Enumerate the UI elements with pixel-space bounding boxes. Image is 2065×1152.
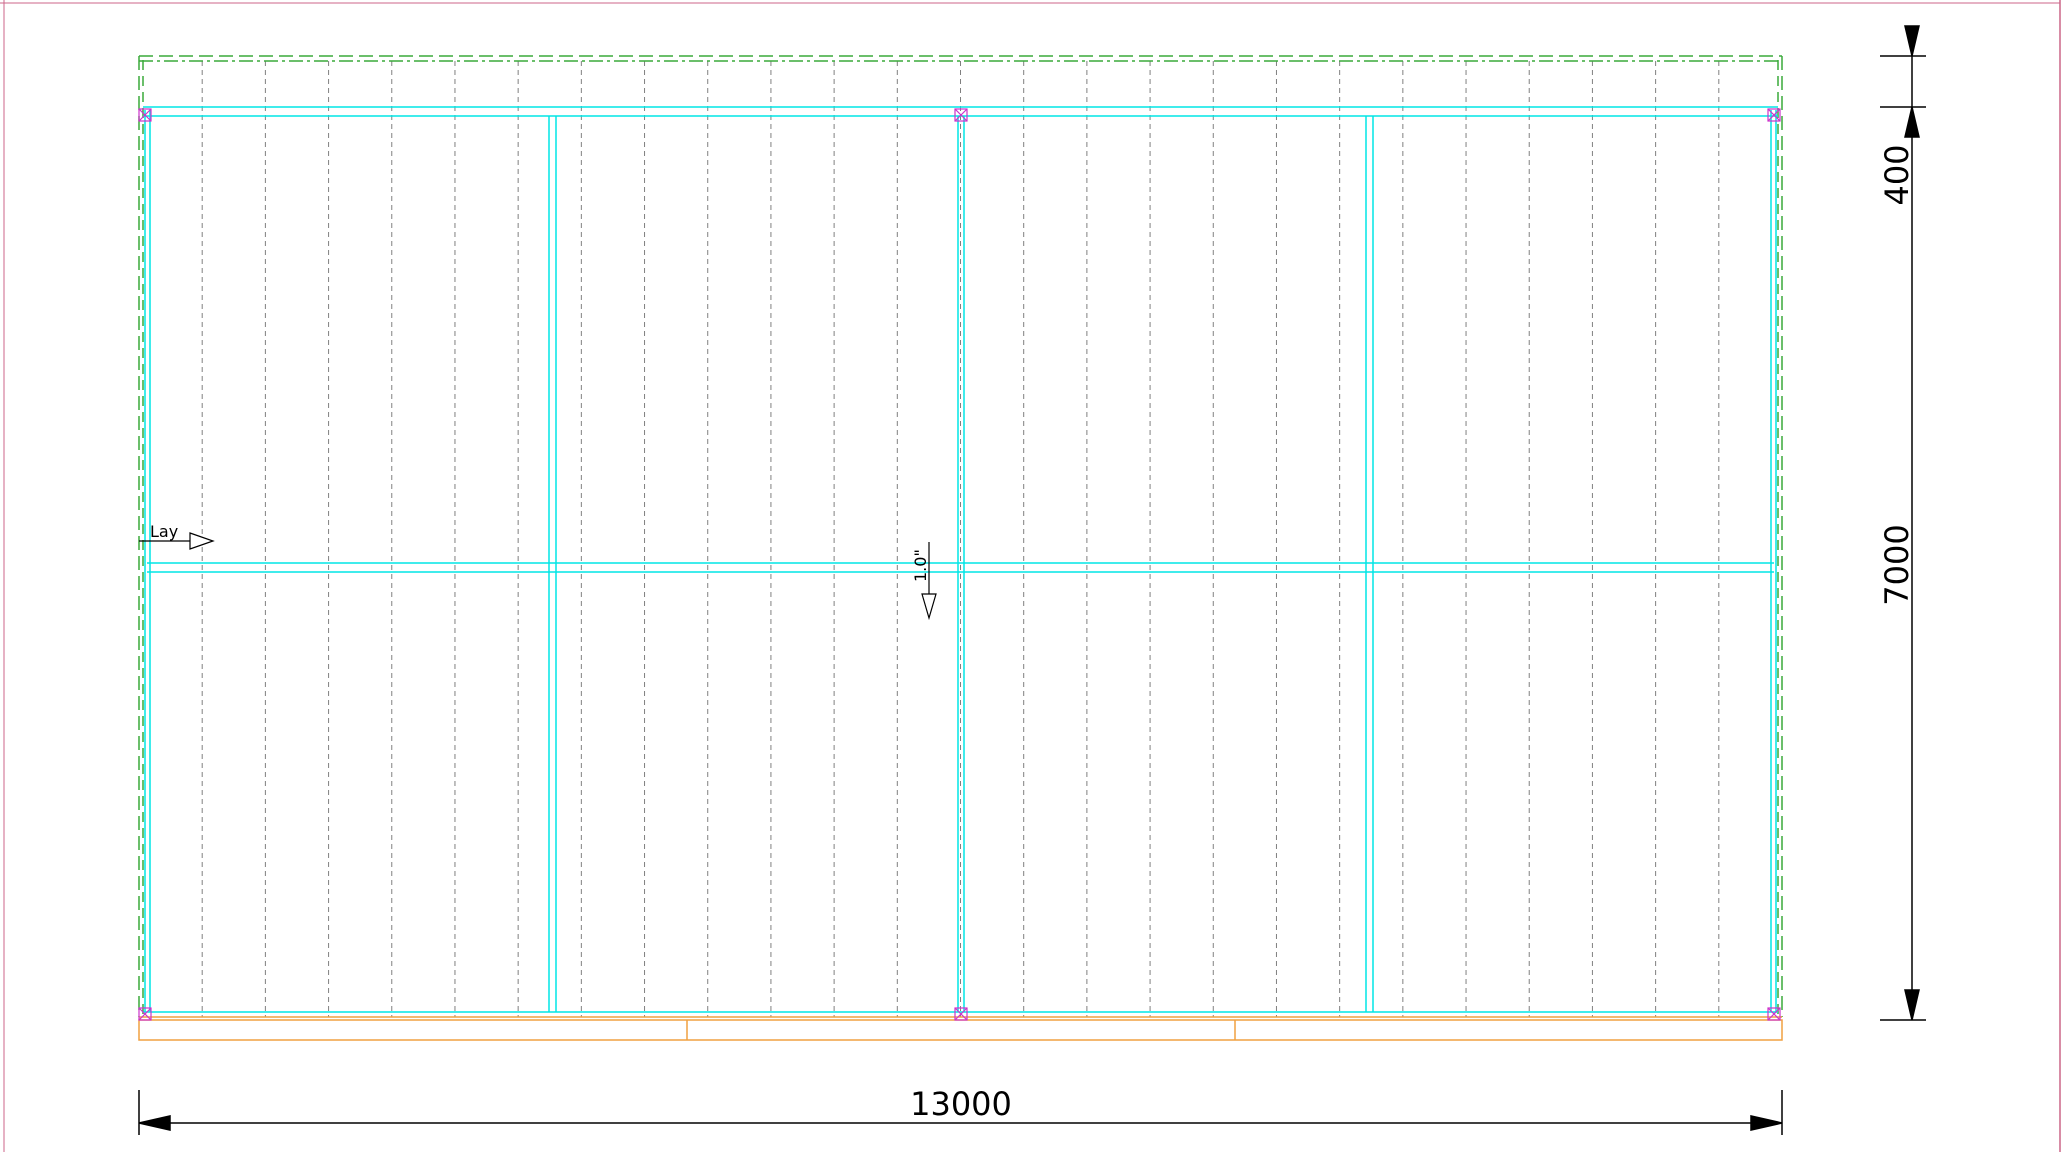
fixing-cross-icon [954,1007,968,1021]
dimension-arrowhead-icon [1904,989,1920,1021]
roof-outline [138,55,1783,1017]
lay-arrow-head [189,532,215,550]
dimension-arrowhead-icon [1904,25,1920,57]
pitch-label: 1.0" [911,549,930,582]
fixing-cross-icon [954,108,968,122]
lay-direction-arrow-icon [139,532,215,550]
pitch-arrow-head [921,593,937,621]
fixing-cross-icon [138,1007,152,1021]
dimension-arrowhead-icon [138,1115,171,1131]
fixings [138,108,1781,1021]
depth-dimension-label: 7000 [1878,524,1916,605]
dimension-arrowhead-icon [1750,1115,1783,1131]
fixing-cross-icon [138,108,152,122]
width-dimension [138,1090,1783,1135]
lay-label: Lay [150,522,178,541]
depth-dimension [1880,25,1926,1021]
fixing-cross-icon [1767,108,1781,122]
pitch-arrow-icon [921,542,937,621]
overhang-dimension-label: 400 [1878,144,1916,205]
gutter-outline [138,1019,1783,1041]
width-dimension-label: 13000 [910,1085,1012,1123]
dimension-arrowhead-icon [1904,106,1920,138]
fixing-cross-icon [1767,1007,1781,1021]
sheet-joints [201,61,1720,1017]
